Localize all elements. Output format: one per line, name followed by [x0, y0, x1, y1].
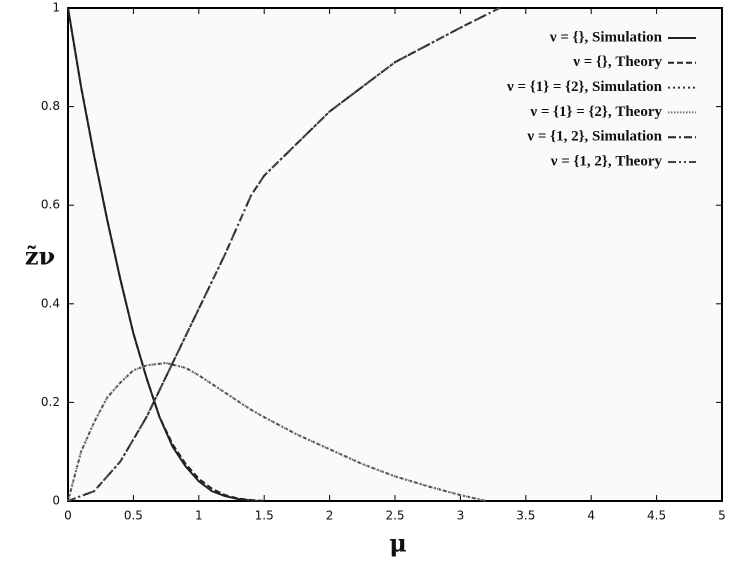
- series-line: [67, 361, 487, 502]
- legend-label: ν = {}, Theory: [572, 54, 662, 70]
- y-tick-label: 0.8: [41, 99, 60, 113]
- y-tick-label: 1: [52, 1, 60, 15]
- legend-label: ν = {1, 2}, Theory: [550, 153, 663, 169]
- legend-label: ν = {1} = {2}, Simulation: [506, 79, 663, 95]
- x-tick-label: 1: [195, 509, 203, 523]
- series-line: [67, 7, 265, 502]
- series-line: [67, 7, 501, 502]
- x-tick-label: 2.5: [385, 509, 404, 523]
- y-tick-label: 0.4: [41, 296, 60, 310]
- x-tick-label: 0.5: [124, 509, 143, 523]
- x-tick-label: 3: [457, 509, 465, 523]
- x-tick-label: 3.5: [516, 509, 535, 523]
- x-tick-label: 5: [718, 509, 726, 523]
- x-axis-label: μ: [389, 529, 407, 558]
- legend-label: ν = {1, 2}, Simulation: [526, 129, 662, 145]
- y-axis-label: z̃ν: [25, 242, 55, 271]
- plot-frame: [67, 7, 723, 502]
- x-tick-label: 1.5: [255, 509, 274, 523]
- x-tick-label: 4.5: [647, 509, 666, 523]
- y-tick-label: 0.6: [41, 198, 60, 212]
- x-tick-label: 4: [587, 509, 595, 523]
- legend-label: ν = {1} = {2}, Theory: [529, 104, 662, 120]
- x-tick-label: 2: [326, 509, 334, 523]
- x-tick-label: 0: [64, 509, 72, 523]
- y-tick-label: 0: [52, 494, 60, 508]
- y-tick-label: 0.2: [41, 395, 60, 409]
- legend-label: ν = {}, Simulation: [549, 29, 663, 45]
